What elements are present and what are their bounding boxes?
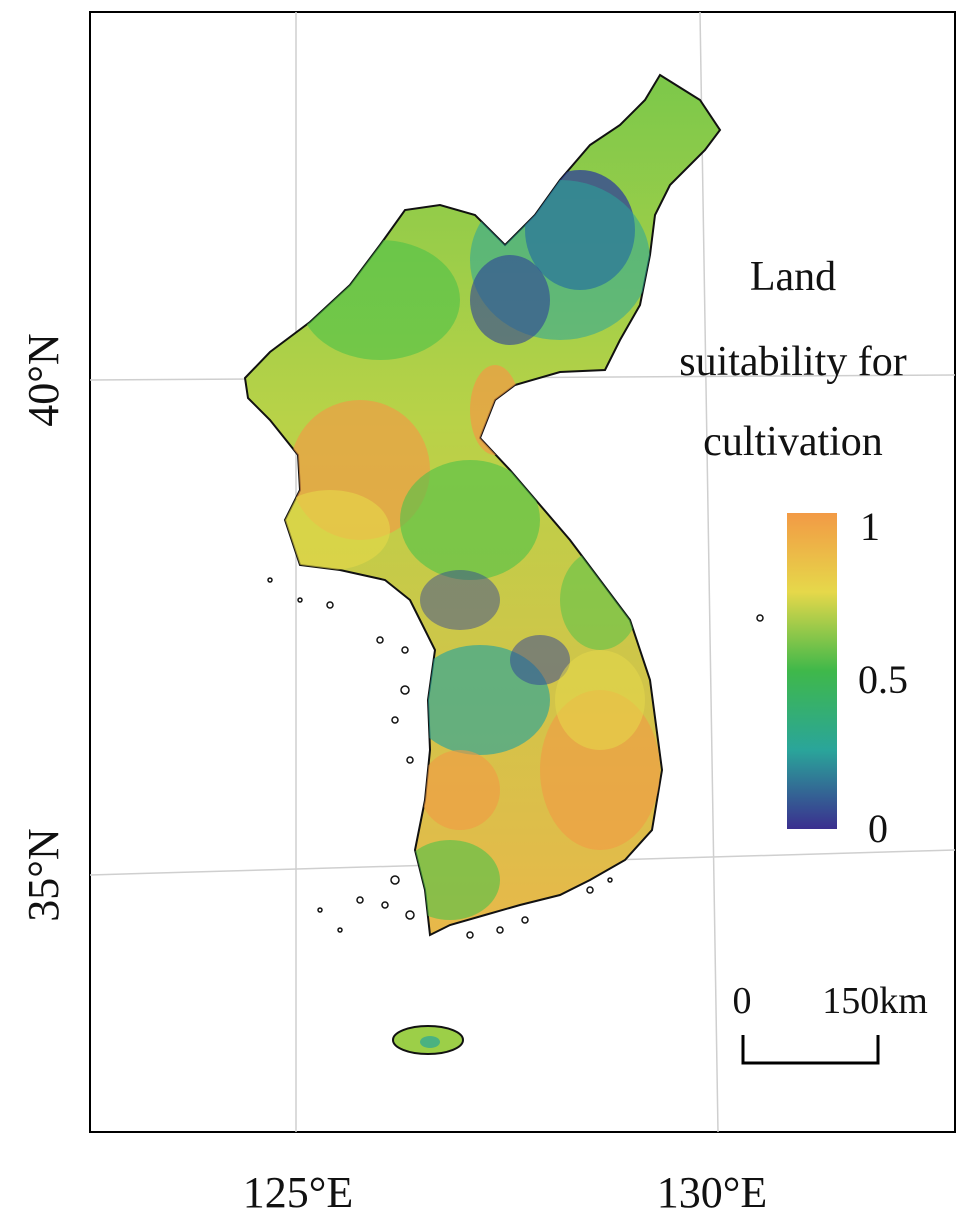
legend-tick-1: 1: [860, 504, 880, 549]
patch-center-blue: [420, 570, 500, 630]
patch-west-yellow: [270, 490, 390, 570]
patch-center-green: [400, 460, 540, 580]
legend: Land suitability for cultivation 1 0.5 0: [679, 254, 908, 851]
scale-bar-end-label: 150km: [822, 980, 928, 1022]
patch-mid-blue: [510, 635, 570, 685]
lat-label-35: 35°N: [19, 828, 68, 921]
legend-colorbar: [787, 513, 837, 829]
legend-title-line-1: Land: [750, 254, 836, 300]
scale-bar-line: [741, 1035, 880, 1065]
korea-peninsula: [243, 73, 764, 1055]
meridian-130: [699, 11, 719, 1133]
legend-tick-0: 0: [868, 806, 888, 851]
lat-label-40: 40°N: [19, 333, 68, 426]
patch-central-north-blue: [470, 255, 550, 345]
legend-title-line-3: cultivation: [703, 419, 883, 465]
patch-sw-orange: [420, 750, 500, 830]
lon-label-125: 125°E: [243, 1168, 353, 1217]
jeju-island-center: [420, 1036, 440, 1048]
patch-se-yellow: [555, 650, 645, 750]
scale-bar: 0 150km: [733, 980, 928, 1065]
lon-label-130: 130°E: [657, 1168, 767, 1217]
coastal-islands: [267, 577, 764, 939]
legend-tick-0-5: 0.5: [858, 657, 908, 702]
legend-title-line-2: suitability for: [679, 339, 906, 385]
scale-bar-start-label: 0: [733, 980, 752, 1022]
axis-labels: 125°E 130°E 40°N 35°N: [19, 333, 767, 1217]
